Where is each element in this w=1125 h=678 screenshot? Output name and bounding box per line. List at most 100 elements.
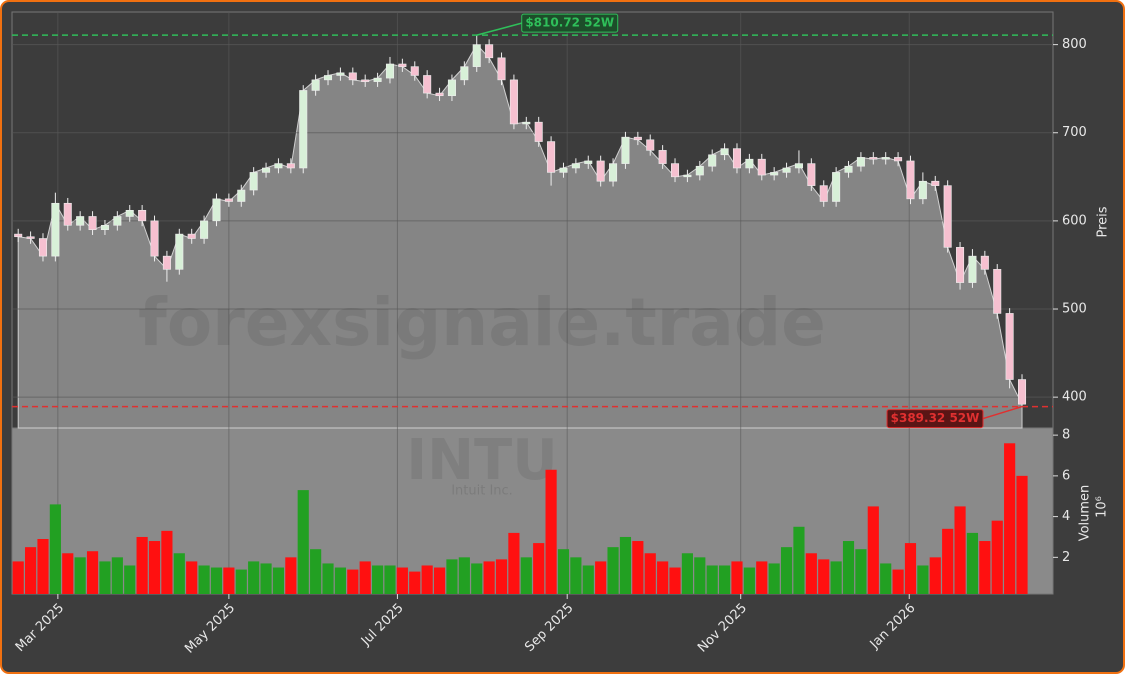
candle-body	[113, 216, 122, 226]
candle-body	[894, 157, 903, 162]
volume-bar	[235, 569, 247, 594]
volume-bar	[334, 567, 346, 594]
annotation-label: $810.72 52W	[525, 16, 614, 30]
candle-body	[14, 233, 23, 238]
y2-tick-label: 2	[1062, 550, 1070, 565]
volume-bar	[25, 547, 37, 594]
volume-bar	[285, 557, 297, 594]
candle-body	[980, 255, 989, 270]
volume-bar	[396, 567, 408, 594]
volume-bar	[743, 567, 755, 594]
volume-bar	[1016, 475, 1028, 594]
candle-body	[782, 167, 791, 173]
candle-body	[918, 180, 927, 200]
volume-bar	[483, 561, 495, 594]
volume-bar	[818, 559, 830, 594]
candle-body	[162, 255, 171, 270]
y2-axis-label: Volumen	[1078, 485, 1093, 542]
volume-bar	[136, 536, 148, 594]
volume-bar	[458, 557, 470, 594]
volume-bar	[917, 565, 929, 594]
candle-body	[819, 185, 828, 202]
candle-body	[547, 141, 556, 173]
candle-body	[311, 79, 320, 91]
volume-bar	[124, 565, 136, 594]
candle-body	[1017, 379, 1027, 405]
volume-bar	[62, 553, 74, 594]
candle-body	[274, 163, 283, 169]
annotation-arrow	[476, 22, 522, 36]
volume-bar	[669, 567, 681, 594]
volume-bar	[161, 530, 173, 594]
candle-body	[249, 172, 258, 191]
volume-bar	[520, 557, 532, 594]
volume-bar	[842, 541, 855, 594]
annotation-label: $389.32 52W	[891, 411, 980, 425]
candle-body	[745, 158, 754, 169]
volume-bar	[210, 567, 223, 594]
volume-bar	[272, 567, 285, 594]
volume-bar	[904, 543, 917, 594]
candle-body	[51, 202, 60, 257]
y-tick-label: 800	[1062, 37, 1087, 52]
candle-body	[596, 160, 605, 182]
candle-body	[646, 139, 655, 151]
volume-bar	[49, 504, 61, 594]
candle-body	[856, 157, 865, 167]
candle-body	[670, 163, 680, 178]
volume-bar	[805, 553, 817, 594]
volume-bar	[880, 563, 892, 594]
volume-bar	[260, 563, 272, 594]
volume-bar	[929, 557, 941, 594]
volume-bar	[297, 490, 309, 594]
y2-tick-label: 6	[1062, 468, 1070, 483]
volume-bar	[471, 563, 483, 594]
candle-body	[621, 136, 630, 164]
volume-bar	[198, 565, 210, 594]
y-tick-label: 500	[1062, 302, 1087, 317]
y-tick-label: 700	[1062, 125, 1087, 140]
candle-body	[844, 165, 853, 173]
volume-bar	[347, 569, 359, 594]
candle-body	[286, 163, 295, 169]
candle-body	[968, 255, 977, 283]
candle-body	[906, 160, 915, 200]
volume-bar	[322, 563, 334, 594]
y-axis-label: Preis	[1096, 206, 1111, 237]
candle-body	[435, 92, 444, 97]
candle-body	[212, 198, 221, 222]
candle-body	[497, 57, 506, 81]
volume-bar	[867, 506, 879, 594]
volume-bar	[384, 565, 396, 594]
candle-body	[410, 66, 419, 76]
candle-body	[571, 163, 580, 169]
candle-body	[695, 165, 704, 176]
volume-bar	[632, 541, 644, 594]
y2-exponent: 10⁶	[1095, 496, 1110, 518]
volume-bar	[570, 557, 582, 594]
volume-bar	[681, 553, 693, 594]
volume-bar	[756, 561, 768, 594]
volume-bar	[310, 549, 322, 594]
volume-bar	[892, 569, 904, 594]
candle-body	[956, 247, 965, 283]
candle-body	[732, 148, 741, 169]
candle-body	[720, 148, 729, 156]
candle-body	[361, 79, 370, 82]
candle-body	[26, 236, 35, 239]
volume-bar	[595, 561, 607, 594]
volume-bar	[830, 561, 842, 594]
candle-body	[757, 158, 766, 176]
candle-body	[584, 160, 593, 164]
candle-body	[794, 163, 803, 169]
candle-body	[76, 216, 85, 226]
candle-body	[708, 154, 717, 167]
candle-body	[224, 198, 233, 202]
candle-body	[807, 163, 816, 186]
volume-bar	[446, 559, 458, 594]
volume-bar	[954, 506, 966, 594]
volume-bar	[719, 565, 731, 594]
candle-body	[633, 136, 642, 141]
volume-bar	[1004, 443, 1016, 594]
candle-body	[869, 157, 878, 160]
